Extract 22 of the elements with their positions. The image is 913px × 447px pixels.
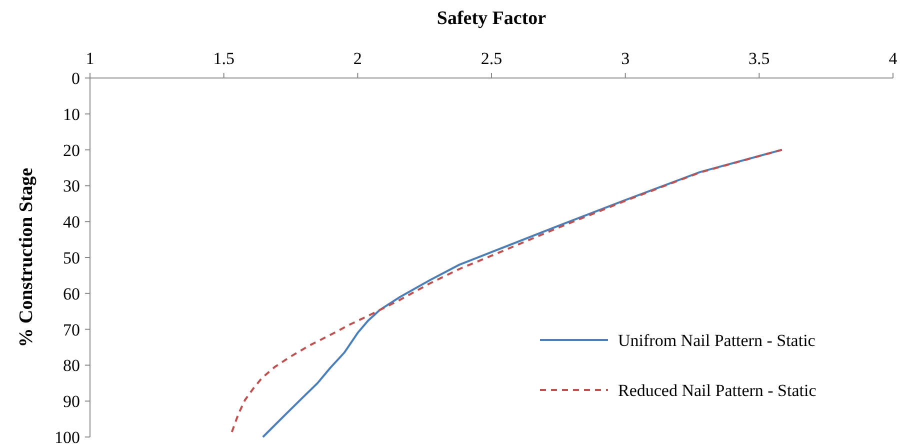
- y-tick-label: 60: [63, 284, 80, 304]
- x-axis-title: Safety Factor: [436, 8, 547, 29]
- x-tick-label: 3.5: [748, 49, 770, 68]
- y-tick-label: 80: [63, 356, 80, 376]
- legend-label: Reduced Nail Pattern - Static: [618, 380, 817, 400]
- x-tick-label: 4: [888, 49, 898, 68]
- x-tick-label: 3: [621, 49, 630, 68]
- x-tick-label: 1: [86, 49, 94, 68]
- y-tick-label: 10: [63, 104, 80, 124]
- y-tick-label: 0: [72, 68, 80, 88]
- y-tick-label: 70: [63, 320, 80, 340]
- x-tick-label: 2: [353, 49, 362, 68]
- y-tick-label: 40: [63, 212, 80, 232]
- y-tick-label: 90: [63, 392, 80, 412]
- y-tick-label: 100: [54, 428, 80, 447]
- y-tick-label: 30: [63, 176, 80, 196]
- x-tick-label: 2.5: [480, 49, 502, 68]
- y-tick-label: 20: [63, 140, 80, 160]
- x-tick-label: 1.5: [213, 49, 234, 68]
- y-tick-label: 50: [63, 248, 80, 268]
- legend-label: Unifrom Nail Pattern - Static: [618, 330, 816, 350]
- y-axis-title: % Construction Stage: [16, 168, 37, 348]
